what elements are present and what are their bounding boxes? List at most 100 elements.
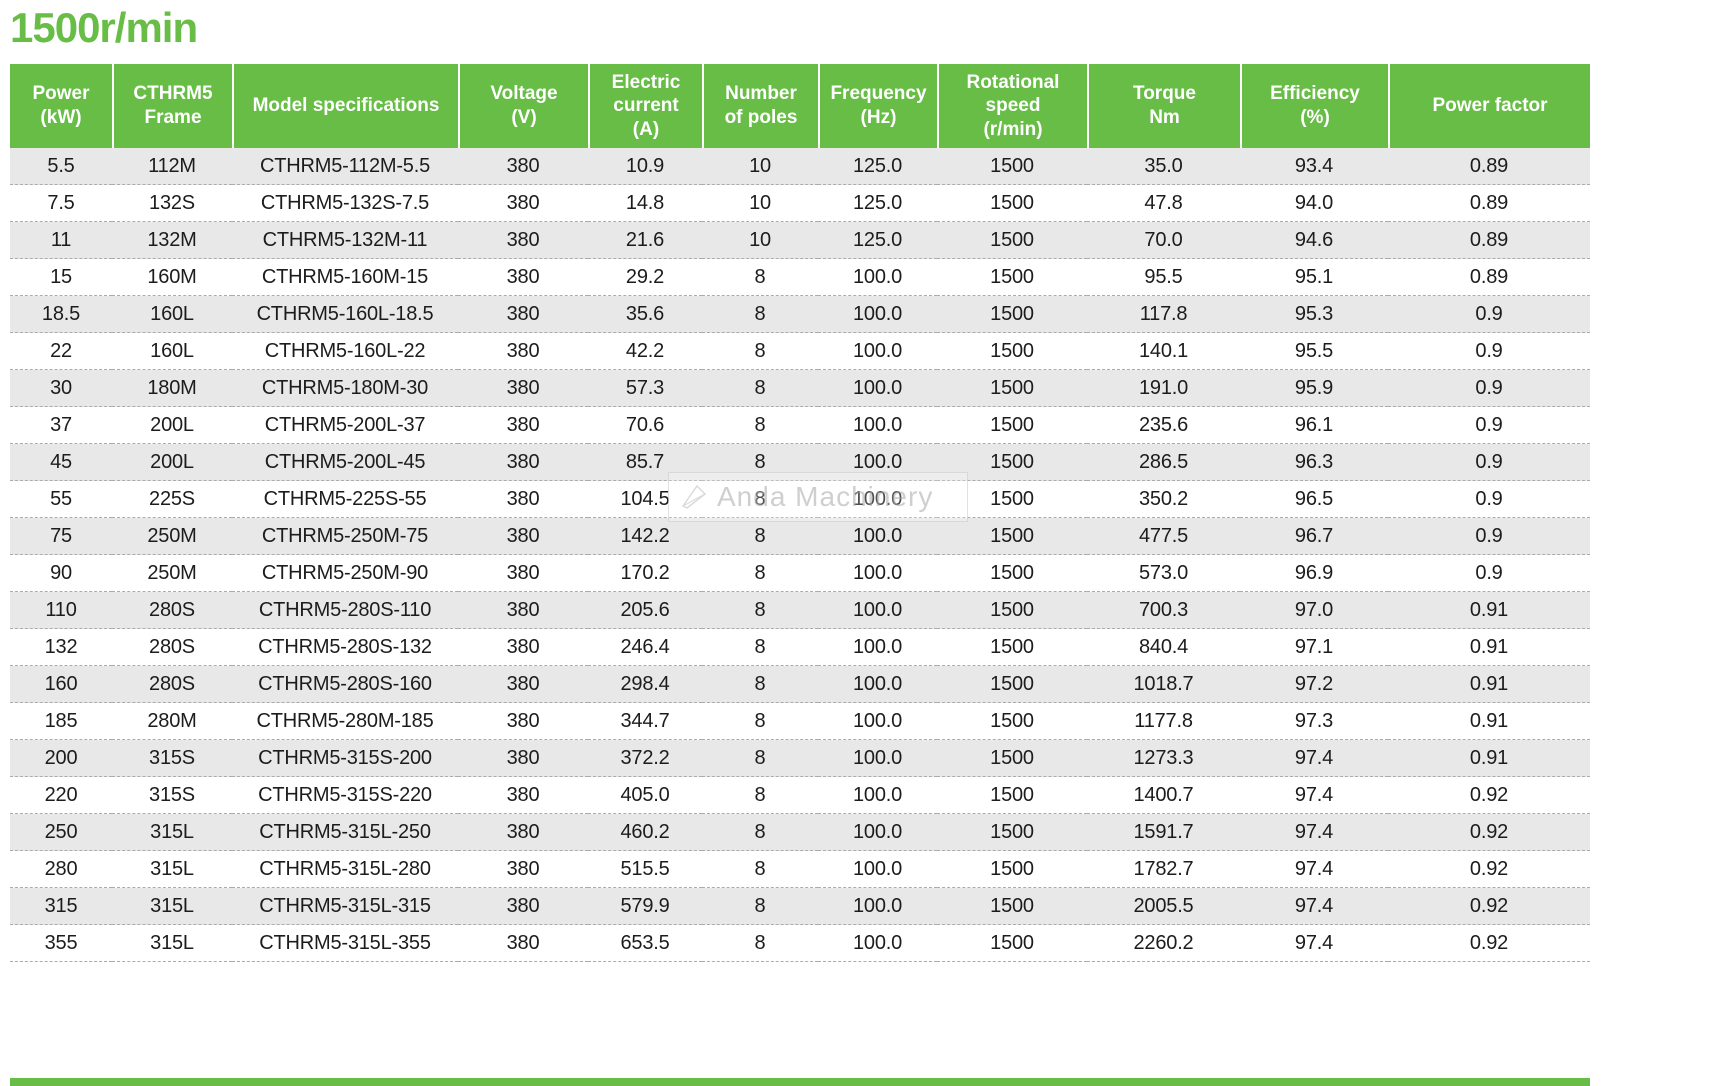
cell-torque: 840.4 bbox=[1087, 629, 1240, 666]
cell-frequency: 100.0 bbox=[818, 592, 937, 629]
column-header-current: Electric current (A) bbox=[588, 64, 702, 148]
cell-efficiency: 97.4 bbox=[1240, 851, 1388, 888]
table-row: 55 225S CTHRM5-225S-55 380 104.5 8 100.0… bbox=[10, 481, 1590, 518]
table-row: 110 280S CTHRM5-280S-110 380 205.6 8 100… bbox=[10, 592, 1590, 629]
cell-power: 45 bbox=[10, 444, 112, 481]
cell-frame: 280S bbox=[112, 629, 232, 666]
table-row: 200 315S CTHRM5-315S-200 380 372.2 8 100… bbox=[10, 740, 1590, 777]
cell-current: 104.5 bbox=[588, 481, 702, 518]
cell-frequency: 125.0 bbox=[818, 222, 937, 259]
cell-current: 579.9 bbox=[588, 888, 702, 925]
cell-power: 200 bbox=[10, 740, 112, 777]
cell-frame: 280S bbox=[112, 592, 232, 629]
cell-frequency: 100.0 bbox=[818, 370, 937, 407]
table-row: 18.5 160L CTHRM5-160L-18.5 380 35.6 8 10… bbox=[10, 296, 1590, 333]
column-header-model: Model specifications bbox=[232, 64, 458, 148]
cell-current: 10.9 bbox=[588, 148, 702, 185]
cell-power: 110 bbox=[10, 592, 112, 629]
cell-frame: 112M bbox=[112, 148, 232, 185]
cell-torque: 35.0 bbox=[1087, 148, 1240, 185]
cell-poles: 8 bbox=[702, 777, 818, 814]
cell-power-factor: 0.91 bbox=[1388, 666, 1590, 703]
cell-power-factor: 0.89 bbox=[1388, 148, 1590, 185]
table-row: 37 200L CTHRM5-200L-37 380 70.6 8 100.0 … bbox=[10, 407, 1590, 444]
cell-frequency: 100.0 bbox=[818, 925, 937, 962]
cell-power: 75 bbox=[10, 518, 112, 555]
cell-model: CTHRM5-250M-75 bbox=[232, 518, 458, 555]
cell-speed: 1500 bbox=[937, 888, 1087, 925]
cell-efficiency: 95.5 bbox=[1240, 333, 1388, 370]
table-row: 160 280S CTHRM5-280S-160 380 298.4 8 100… bbox=[10, 666, 1590, 703]
cell-speed: 1500 bbox=[937, 925, 1087, 962]
cell-efficiency: 96.5 bbox=[1240, 481, 1388, 518]
cell-voltage: 380 bbox=[458, 481, 588, 518]
cell-model: CTHRM5-315S-200 bbox=[232, 740, 458, 777]
cell-frequency: 100.0 bbox=[818, 777, 937, 814]
cell-speed: 1500 bbox=[937, 851, 1087, 888]
cell-power-factor: 0.92 bbox=[1388, 888, 1590, 925]
cell-torque: 700.3 bbox=[1087, 592, 1240, 629]
cell-poles: 8 bbox=[702, 814, 818, 851]
cell-speed: 1500 bbox=[937, 148, 1087, 185]
cell-voltage: 380 bbox=[458, 370, 588, 407]
cell-poles: 8 bbox=[702, 481, 818, 518]
cell-voltage: 380 bbox=[458, 666, 588, 703]
cell-model: CTHRM5-200L-37 bbox=[232, 407, 458, 444]
cell-power-factor: 0.92 bbox=[1388, 777, 1590, 814]
cell-frequency: 100.0 bbox=[818, 555, 937, 592]
cell-frame: 200L bbox=[112, 407, 232, 444]
table-header-row: Power (kW) CTHRM5 Frame Model specificat… bbox=[10, 64, 1590, 148]
cell-power: 15 bbox=[10, 259, 112, 296]
cell-torque: 95.5 bbox=[1087, 259, 1240, 296]
cell-power: 22 bbox=[10, 333, 112, 370]
cell-frame: 315L bbox=[112, 888, 232, 925]
cell-voltage: 380 bbox=[458, 259, 588, 296]
cell-model: CTHRM5-180M-30 bbox=[232, 370, 458, 407]
cell-speed: 1500 bbox=[937, 444, 1087, 481]
cell-model: CTHRM5-280M-185 bbox=[232, 703, 458, 740]
cell-power-factor: 0.9 bbox=[1388, 333, 1590, 370]
table-row: 220 315S CTHRM5-315S-220 380 405.0 8 100… bbox=[10, 777, 1590, 814]
cell-torque: 573.0 bbox=[1087, 555, 1240, 592]
cell-torque: 140.1 bbox=[1087, 333, 1240, 370]
cell-current: 21.6 bbox=[588, 222, 702, 259]
cell-model: CTHRM5-280S-110 bbox=[232, 592, 458, 629]
cell-poles: 8 bbox=[702, 296, 818, 333]
cell-model: CTHRM5-160M-15 bbox=[232, 259, 458, 296]
column-header-poles: Number of poles bbox=[702, 64, 818, 148]
table-row: 22 160L CTHRM5-160L-22 380 42.2 8 100.0 … bbox=[10, 333, 1590, 370]
cell-model: CTHRM5-160L-18.5 bbox=[232, 296, 458, 333]
cell-speed: 1500 bbox=[937, 555, 1087, 592]
table-row: 250 315L CTHRM5-315L-250 380 460.2 8 100… bbox=[10, 814, 1590, 851]
cell-frame: 280S bbox=[112, 666, 232, 703]
cell-voltage: 380 bbox=[458, 925, 588, 962]
cell-efficiency: 95.3 bbox=[1240, 296, 1388, 333]
cell-model: CTHRM5-200L-45 bbox=[232, 444, 458, 481]
cell-speed: 1500 bbox=[937, 740, 1087, 777]
cell-model: CTHRM5-315L-355 bbox=[232, 925, 458, 962]
next-section-header-strip bbox=[10, 1078, 1590, 1086]
cell-model: CTHRM5-112M-5.5 bbox=[232, 148, 458, 185]
cell-frequency: 100.0 bbox=[818, 333, 937, 370]
cell-frame: 160L bbox=[112, 333, 232, 370]
cell-poles: 8 bbox=[702, 444, 818, 481]
cell-frame: 160M bbox=[112, 259, 232, 296]
cell-frequency: 100.0 bbox=[818, 481, 937, 518]
cell-power: 37 bbox=[10, 407, 112, 444]
cell-poles: 8 bbox=[702, 333, 818, 370]
cell-frequency: 100.0 bbox=[818, 629, 937, 666]
cell-voltage: 380 bbox=[458, 740, 588, 777]
cell-efficiency: 96.1 bbox=[1240, 407, 1388, 444]
cell-current: 29.2 bbox=[588, 259, 702, 296]
table-row: 280 315L CTHRM5-315L-280 380 515.5 8 100… bbox=[10, 851, 1590, 888]
cell-frequency: 100.0 bbox=[818, 814, 937, 851]
cell-frame: 225S bbox=[112, 481, 232, 518]
cell-frequency: 100.0 bbox=[818, 407, 937, 444]
cell-torque: 235.6 bbox=[1087, 407, 1240, 444]
cell-current: 460.2 bbox=[588, 814, 702, 851]
cell-frequency: 100.0 bbox=[818, 740, 937, 777]
cell-power-factor: 0.89 bbox=[1388, 185, 1590, 222]
cell-power-factor: 0.9 bbox=[1388, 407, 1590, 444]
cell-current: 42.2 bbox=[588, 333, 702, 370]
